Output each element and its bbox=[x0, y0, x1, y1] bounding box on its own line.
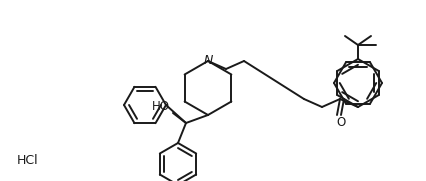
Text: O: O bbox=[336, 115, 345, 129]
Text: HO: HO bbox=[152, 100, 170, 113]
Text: N: N bbox=[203, 54, 212, 68]
Text: HCl: HCl bbox=[17, 155, 39, 167]
